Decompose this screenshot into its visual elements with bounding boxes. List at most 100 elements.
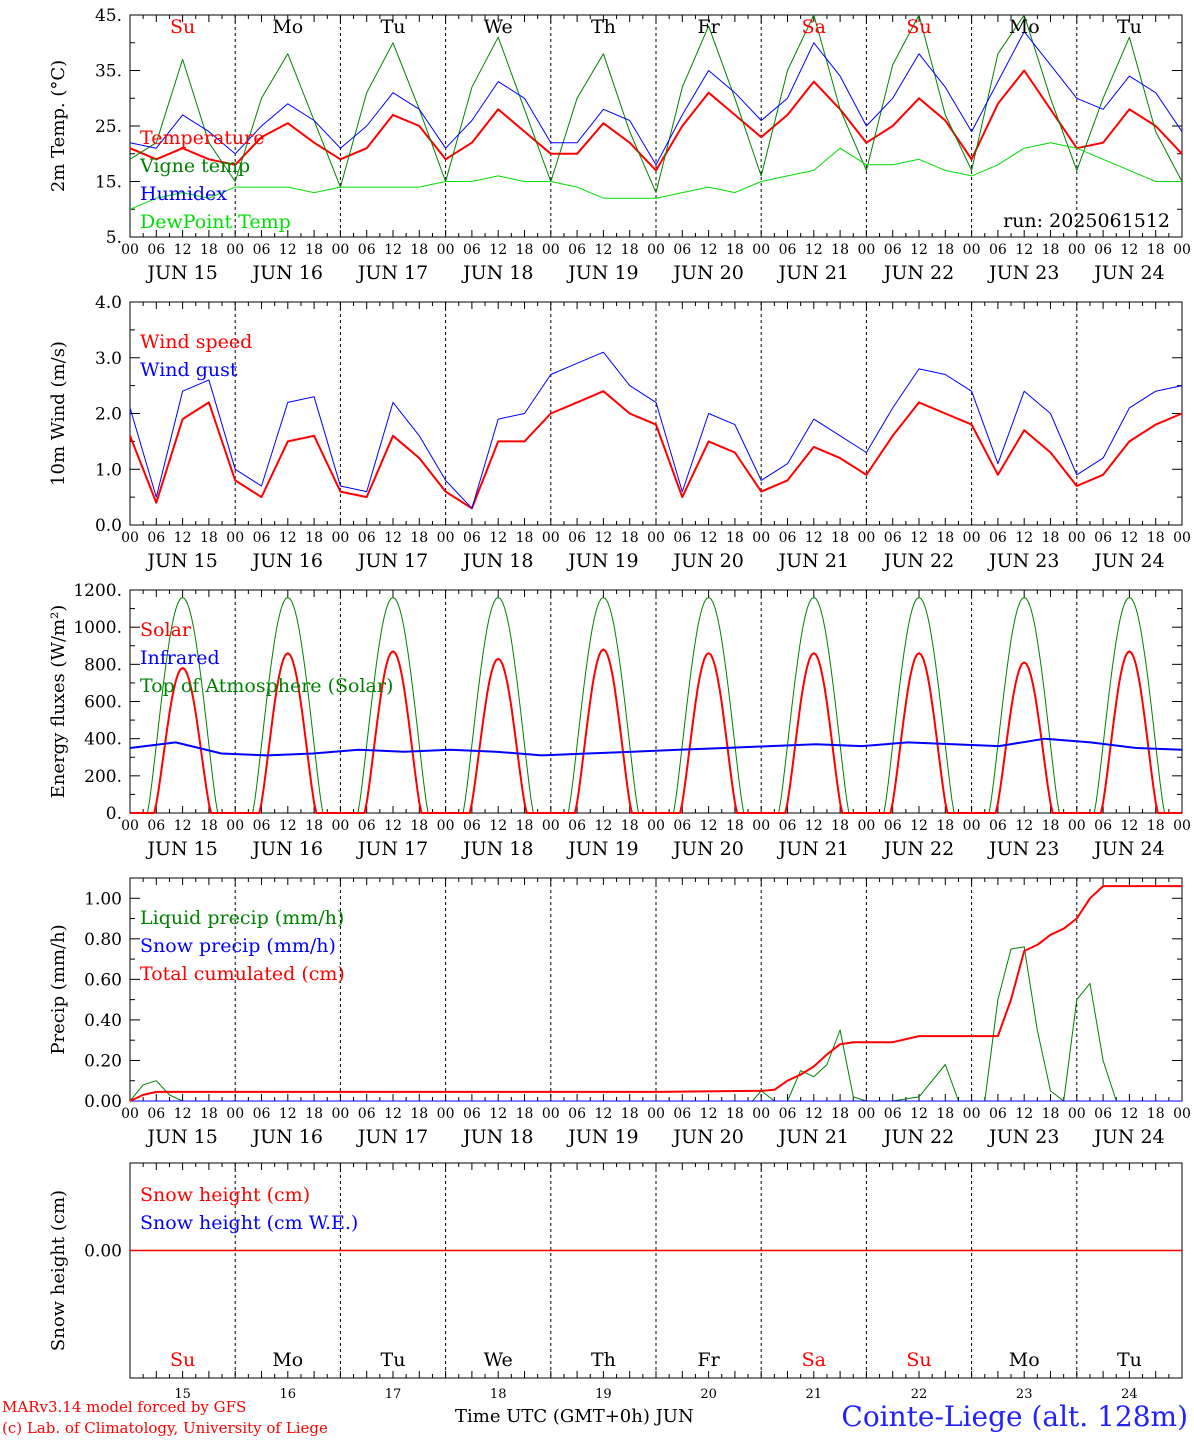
hour-tick-label: 00 <box>857 1106 875 1122</box>
day-label: JUN 22 <box>882 262 954 284</box>
hour-tick-label: 18 <box>1042 530 1060 546</box>
hour-tick-label: 12 <box>384 242 402 258</box>
hour-tick-label: 06 <box>884 242 902 258</box>
hour-tick-label: 18 <box>516 818 534 834</box>
legend-entry: Snow precip (mm/h) <box>140 935 336 957</box>
hour-tick-label: 12 <box>700 242 718 258</box>
y-tick-label: 600. <box>84 693 122 713</box>
hour-tick-label: 18 <box>1147 818 1165 834</box>
hour-tick-label: 12 <box>700 1106 718 1122</box>
hour-tick-label: 00 <box>331 242 349 258</box>
day-number-label: 21 <box>806 1387 823 1402</box>
series-line <box>129 14 1183 194</box>
weekday-label: Mo <box>1009 16 1040 38</box>
hour-tick-label: 12 <box>1015 242 1033 258</box>
day-label: JUN 21 <box>777 1126 849 1148</box>
hour-tick-label: 00 <box>963 818 981 834</box>
hour-tick-label: 00 <box>1068 242 1086 258</box>
hour-tick-label: 00 <box>752 242 770 258</box>
y-axis-label: Energy fluxes (W/m²) <box>48 605 69 799</box>
y-axis-label: Snow height (cm) <box>48 1190 69 1351</box>
hour-tick-label: 00 <box>752 1106 770 1122</box>
legend-entry: Vigne temp <box>139 155 250 177</box>
hour-tick-label: 06 <box>989 530 1007 546</box>
hour-tick-label: 00 <box>121 818 139 834</box>
series-line <box>129 69 1183 172</box>
day-label: JUN 23 <box>987 838 1059 860</box>
hour-tick-label: 00 <box>1068 818 1086 834</box>
hour-tick-label: 12 <box>594 818 612 834</box>
panel-frame <box>129 589 1183 814</box>
hour-tick-label: 18 <box>1042 818 1060 834</box>
legend-entry: Infrared <box>140 647 220 669</box>
day-label: JUN 21 <box>777 262 849 284</box>
hour-tick-label: 12 <box>384 818 402 834</box>
hour-tick-label: 18 <box>200 818 218 834</box>
hour-tick-label: 18 <box>305 530 323 546</box>
hour-tick-label: 18 <box>1042 242 1060 258</box>
run-annotation: run: 2025061512 <box>1003 210 1170 232</box>
weekday-label: Tu <box>1117 16 1142 38</box>
hour-tick-label: 12 <box>910 818 928 834</box>
y-tick-label: 1.00 <box>84 889 122 909</box>
hour-tick-label: 06 <box>358 818 376 834</box>
hour-tick-label: 12 <box>279 242 297 258</box>
day-label: JUN 15 <box>145 838 217 860</box>
hour-tick-label: 18 <box>936 1106 954 1122</box>
hour-tick-label: 18 <box>621 1106 639 1122</box>
hour-tick-label: 12 <box>594 242 612 258</box>
weekday-label: Mo <box>272 1349 303 1371</box>
day-label: JUN 20 <box>671 1126 743 1148</box>
day-label: JUN 21 <box>777 838 849 860</box>
hour-tick-label: 18 <box>516 530 534 546</box>
y-tick-label: 35. <box>95 62 122 82</box>
day-number-label: 20 <box>700 1387 717 1402</box>
hour-tick-label: 00 <box>331 530 349 546</box>
hour-tick-label: 00 <box>1173 530 1191 546</box>
hour-tick-label: 00 <box>647 1106 665 1122</box>
hour-tick-label: 18 <box>831 818 849 834</box>
hour-tick-label: 00 <box>963 1106 981 1122</box>
day-number-label: 16 <box>280 1387 297 1402</box>
hour-tick-label: 12 <box>1015 818 1033 834</box>
hour-tick-label: 12 <box>279 1106 297 1122</box>
hour-tick-label: 06 <box>147 530 165 546</box>
hour-tick-label: 18 <box>936 242 954 258</box>
series-line <box>129 142 1182 210</box>
day-label: JUN 23 <box>987 550 1059 572</box>
day-label: JUN 16 <box>251 550 323 572</box>
day-label: JUN 18 <box>461 1126 533 1148</box>
hour-tick-label: 12 <box>700 530 718 546</box>
hour-tick-label: 06 <box>884 530 902 546</box>
hour-tick-label: 00 <box>437 818 455 834</box>
hour-tick-label: 18 <box>305 242 323 258</box>
hour-tick-label: 00 <box>437 530 455 546</box>
day-label: JUN 18 <box>461 838 533 860</box>
y-axis-label: Precip (mm/h) <box>48 924 69 1054</box>
y-axis-label: 10m Wind (m/s) <box>48 341 69 486</box>
hour-tick-label: 18 <box>200 1106 218 1122</box>
weekday-label: We <box>484 1349 513 1371</box>
day-label: JUN 19 <box>566 262 638 284</box>
weekday-label: Th <box>591 1349 616 1371</box>
model-credit: MARv3.14 model forced by GFS <box>2 1398 247 1416</box>
day-label: JUN 23 <box>987 1126 1059 1148</box>
hour-tick-label: 06 <box>147 818 165 834</box>
hour-tick-label: 00 <box>121 242 139 258</box>
hour-tick-label: 00 <box>542 530 560 546</box>
day-label: JUN 16 <box>251 1126 323 1148</box>
hour-tick-label: 18 <box>410 242 428 258</box>
day-label: JUN 22 <box>882 1126 954 1148</box>
hour-tick-label: 12 <box>805 818 823 834</box>
hour-tick-label: 12 <box>489 1106 507 1122</box>
y-tick-label: 45. <box>95 6 122 26</box>
hour-tick-label: 18 <box>305 818 323 834</box>
hour-tick-label: 18 <box>726 530 744 546</box>
day-number-label: 17 <box>385 1387 402 1402</box>
hour-tick-label: 00 <box>542 818 560 834</box>
hour-tick-label: 06 <box>673 1106 691 1122</box>
hour-tick-label: 18 <box>305 1106 323 1122</box>
hour-tick-label: 00 <box>752 818 770 834</box>
y-tick-label: 2.0 <box>95 405 122 425</box>
time-axis-label: Time UTC (GMT+0h) JUN <box>455 1406 694 1427</box>
